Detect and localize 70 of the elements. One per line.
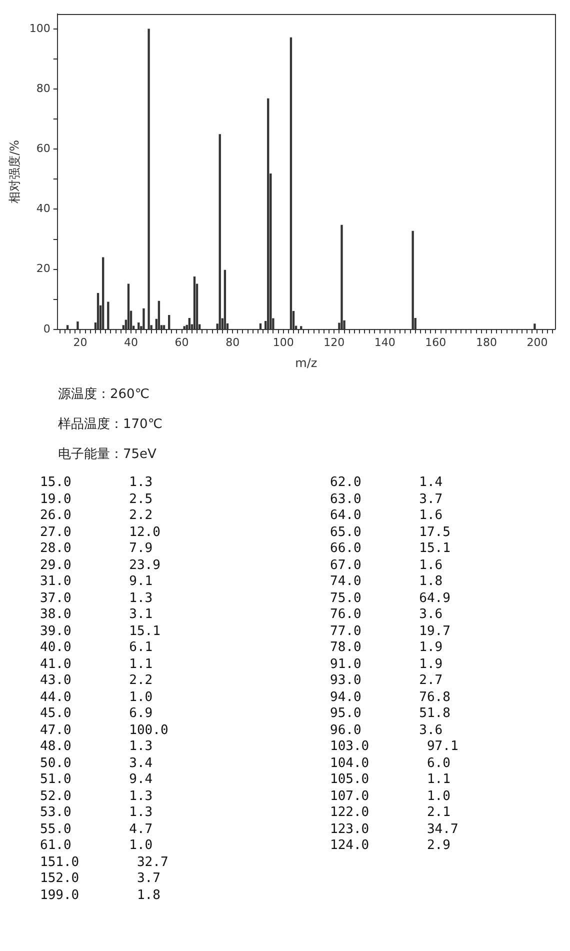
text: 15.0 1.3 xyxy=(40,475,154,492)
x-tick-label: 120 xyxy=(324,336,345,349)
text: 76.0 3.6 xyxy=(330,607,444,624)
text: 源温度：260℃ xyxy=(58,386,150,403)
text: 43.0 2.2 xyxy=(40,673,154,690)
text: 151.0 32.7 xyxy=(40,854,170,871)
text: 26.0 2.2 xyxy=(40,508,154,524)
text: 40.0 6.1 xyxy=(40,640,154,656)
text: 66.0 15.1 xyxy=(330,541,452,558)
x-tick-label: 20 xyxy=(73,336,88,349)
text: 28.0 7.9 xyxy=(40,541,154,558)
y-tick-label: 60 xyxy=(36,142,50,156)
text: 67.0 1.6 xyxy=(330,558,444,574)
x-tick-label: 100 xyxy=(272,336,294,349)
text: 96.0 3.6 xyxy=(330,722,444,739)
text: 19.0 2.5 xyxy=(40,492,154,508)
text: 63.0 3.7 xyxy=(330,492,444,508)
text: 95.0 51.8 xyxy=(330,706,452,722)
text: 94.0 76.8 xyxy=(330,690,452,706)
text: 64.0 1.6 xyxy=(330,508,444,524)
text: 152.0 3.7 xyxy=(40,871,162,888)
text: 62.0 1.4 xyxy=(330,475,444,492)
text: 50.0 3.4 xyxy=(40,756,154,772)
x-tick-label: 40 xyxy=(124,336,138,349)
text: 27.0 12.0 xyxy=(40,524,162,541)
text: 199.0 1.8 xyxy=(40,888,162,904)
text: 105.0 1.1 xyxy=(330,772,452,788)
y-tick-label: 40 xyxy=(36,202,50,216)
x-tick-label: 140 xyxy=(374,336,396,349)
text: 104.0 6.0 xyxy=(330,756,452,772)
text: 37.0 1.3 xyxy=(40,590,154,607)
x-tick-label: 60 xyxy=(174,336,189,349)
text: 74.0 1.8 xyxy=(330,574,444,590)
text: 39.0 15.1 xyxy=(40,624,162,640)
text: 61.0 1.0 xyxy=(40,838,154,854)
y-tick-label: 80 xyxy=(36,82,50,95)
text: 124.0 2.9 xyxy=(330,838,452,854)
x-tick-label: 180 xyxy=(476,336,497,349)
text: 41.0 1.1 xyxy=(40,656,154,673)
text: 77.0 19.7 xyxy=(330,624,452,640)
text: 29.0 23.9 xyxy=(40,558,162,574)
x-tick-label: 160 xyxy=(425,336,446,349)
text: 电子能量：75eV xyxy=(58,446,158,463)
y-tick-label: 20 xyxy=(36,262,50,276)
text: 样品温度：170℃ xyxy=(58,416,164,433)
text: 107.0 1.0 xyxy=(330,788,452,805)
y-axis-title: 相对强度/% xyxy=(7,140,22,204)
text: 75.0 64.9 xyxy=(330,590,452,607)
text: 31.0 9.1 xyxy=(40,574,154,590)
text: 48.0 1.3 xyxy=(40,739,154,756)
text: 53.0 1.3 xyxy=(40,805,154,822)
text: 51.0 9.4 xyxy=(40,772,154,788)
y-tick-label: 0 xyxy=(43,322,50,336)
text: 55.0 4.7 xyxy=(40,822,154,838)
text: 65.0 17.5 xyxy=(330,524,452,541)
text: 38.0 3.1 xyxy=(40,607,154,624)
x-tick-label: 200 xyxy=(526,336,548,349)
text: 44.0 1.0 xyxy=(40,690,154,706)
text: 52.0 1.3 xyxy=(40,788,154,805)
text: 122.0 2.1 xyxy=(330,805,452,822)
text: 91.0 1.9 xyxy=(330,656,444,673)
y-tick-label: 100 xyxy=(29,22,50,35)
x-axis-title: m/z xyxy=(295,356,318,370)
text: 93.0 2.7 xyxy=(330,673,444,690)
text: 78.0 1.9 xyxy=(330,640,444,656)
text: 123.0 34.7 xyxy=(330,822,460,838)
text: 45.0 6.9 xyxy=(40,706,154,722)
text: 103.0 97.1 xyxy=(330,739,460,756)
x-tick-label: 80 xyxy=(226,336,240,349)
text: 47.0 100.0 xyxy=(40,722,170,739)
